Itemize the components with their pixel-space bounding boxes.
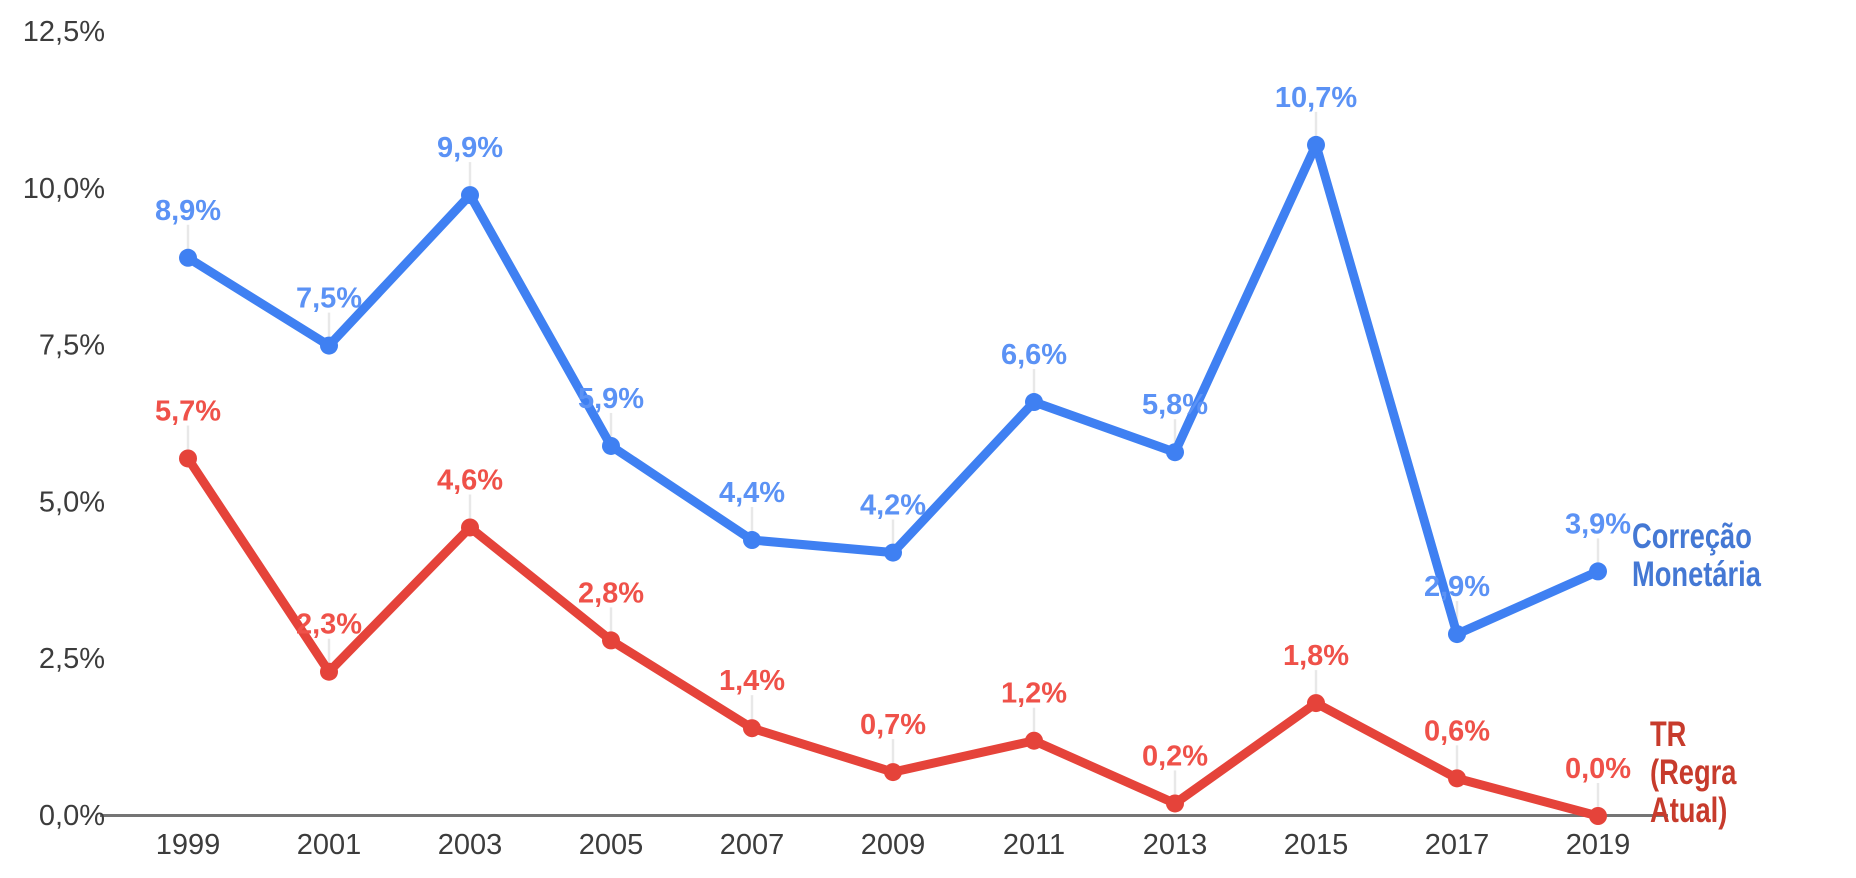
data-point	[461, 186, 479, 205]
x-axis-tick-label: 2003	[438, 829, 503, 861]
data-point	[1166, 794, 1184, 813]
data-point	[461, 518, 479, 537]
data-label: 0,2%	[1142, 740, 1208, 772]
data-point	[179, 449, 197, 468]
data-point	[1448, 769, 1466, 788]
data-point	[743, 719, 761, 738]
x-axis-tick-label: 2005	[579, 829, 644, 861]
data-label: 5,8%	[1142, 389, 1208, 421]
x-axis-tick-label: 2013	[1143, 829, 1208, 861]
y-axis-tick-label: 5,0%	[39, 486, 105, 518]
data-label: 7,5%	[296, 283, 362, 315]
data-label: 0,0%	[1565, 753, 1631, 785]
data-point	[602, 436, 620, 455]
data-point	[1307, 694, 1325, 713]
y-axis-tick-label: 0,0%	[39, 800, 105, 832]
data-label: 5,9%	[578, 383, 644, 415]
data-label: 1,4%	[719, 665, 785, 697]
data-label: 5,7%	[155, 395, 221, 427]
data-point	[320, 662, 338, 681]
data-label: 9,9%	[437, 132, 503, 164]
x-axis-tick-label: 2001	[297, 829, 362, 861]
y-axis-tick-label: 2,5%	[39, 643, 105, 675]
legend-correcao-monetaria: Correção Monetária	[1632, 517, 1761, 594]
data-label: 1,8%	[1283, 640, 1349, 672]
y-axis-tick-label: 7,5%	[39, 330, 105, 362]
data-point	[1589, 807, 1607, 825]
y-axis-tick-label: 10,0%	[23, 173, 105, 205]
data-point	[179, 248, 197, 267]
data-point	[1025, 393, 1043, 412]
data-label: 4,2%	[860, 490, 926, 522]
data-point	[602, 631, 620, 650]
data-point	[1448, 625, 1466, 644]
x-axis-tick-label: 2007	[720, 829, 785, 861]
data-point	[884, 543, 902, 562]
legend-tr-regra-atual: TR (Regra Atual)	[1650, 715, 1737, 830]
data-label: 8,9%	[155, 195, 221, 227]
x-axis-tick-label: 2019	[1566, 829, 1631, 861]
x-axis-tick-label: 2015	[1284, 829, 1349, 861]
data-point	[1025, 731, 1043, 750]
data-label: 2,9%	[1424, 571, 1490, 603]
x-axis-tick-label: 2009	[861, 829, 926, 861]
data-label: 0,7%	[860, 709, 926, 741]
y-axis-tick-label: 12,5%	[23, 16, 105, 48]
data-label: 6,6%	[1001, 339, 1067, 371]
data-point	[884, 763, 902, 782]
data-label: 3,9%	[1565, 508, 1631, 540]
data-label: 2,8%	[578, 577, 644, 609]
data-point	[1166, 443, 1184, 462]
data-point	[743, 531, 761, 550]
data-point	[1307, 135, 1325, 154]
data-label: 10,7%	[1275, 82, 1357, 114]
x-axis-tick-label: 2017	[1425, 829, 1490, 861]
x-axis-tick-label: 2011	[1003, 829, 1065, 861]
data-label: 4,4%	[719, 477, 785, 509]
data-point	[320, 336, 338, 355]
data-label: 2,3%	[296, 609, 362, 641]
data-label: 1,2%	[1001, 678, 1067, 710]
data-point	[1589, 562, 1607, 581]
data-label: 0,6%	[1424, 715, 1490, 747]
data-label: 4,6%	[437, 464, 503, 496]
x-axis-tick-label: 1999	[156, 829, 221, 861]
